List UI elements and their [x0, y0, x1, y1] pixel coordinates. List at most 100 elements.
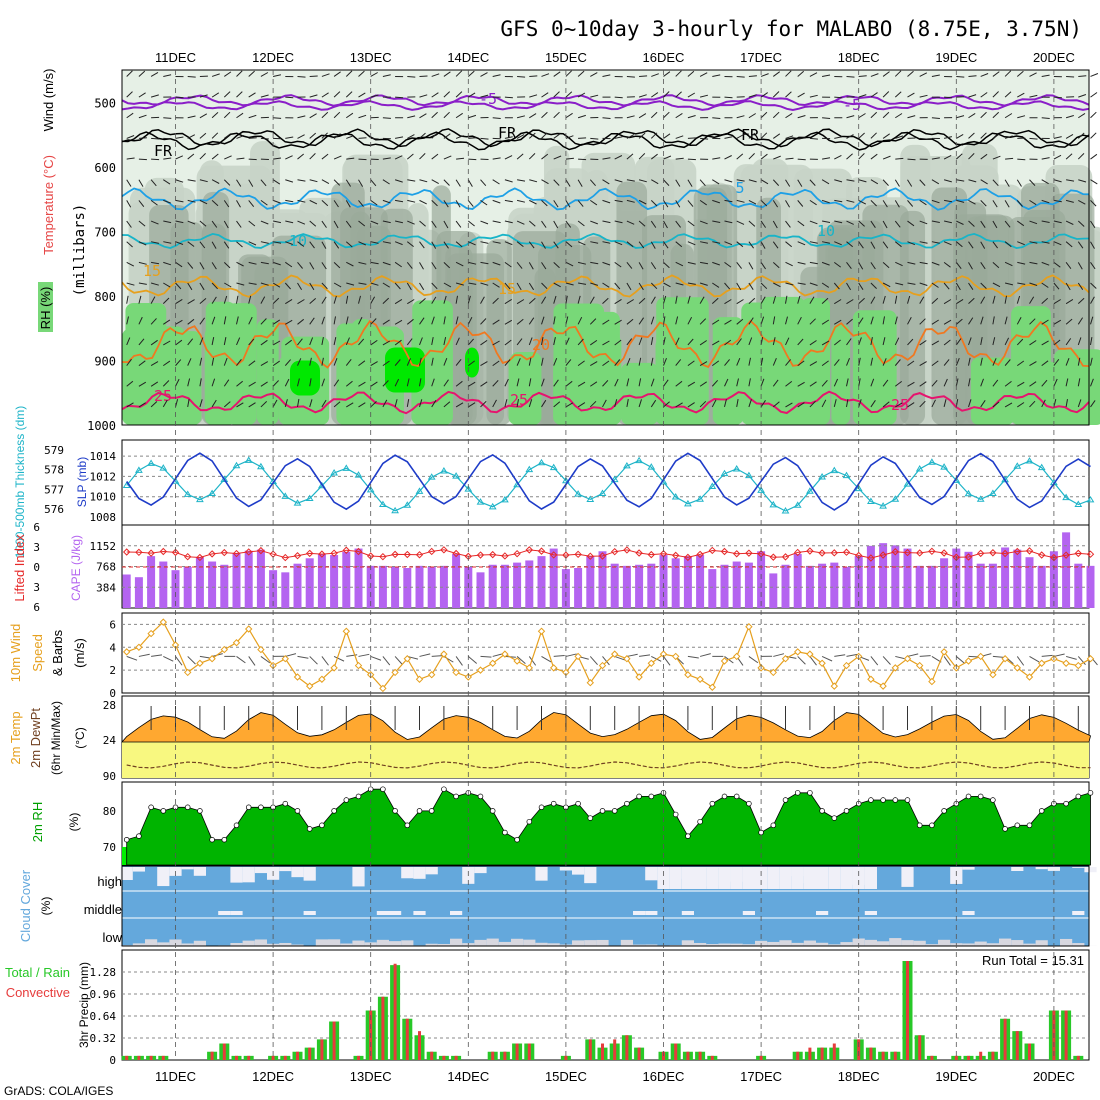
- cloud-high-clear: [852, 867, 865, 889]
- wind-barb: [968, 241, 974, 249]
- rh-marker: [1087, 790, 1094, 796]
- wind-barb: [504, 96, 513, 99]
- wind-barb: [675, 316, 679, 325]
- wind-barb: [760, 400, 766, 408]
- wind-barb: [590, 339, 598, 346]
- thickness-marker: [147, 459, 155, 466]
- wind-barb: [333, 91, 341, 98]
- cloud-high-gap: [584, 867, 597, 884]
- wind-barb: [760, 179, 769, 185]
- wind-barb: [419, 262, 424, 270]
- rh-patch-green: [137, 326, 186, 425]
- lifted-marker: [208, 550, 216, 558]
- wind-barb: [541, 73, 550, 77]
- wind-barb: [968, 179, 977, 183]
- wind-barb: [760, 92, 768, 98]
- rh-marker: [355, 793, 362, 800]
- wind-barb: [443, 401, 451, 408]
- wind-barb: [650, 200, 658, 207]
- wind-barb: [638, 220, 646, 227]
- wind-barb: [638, 94, 647, 98]
- wind-barb: [175, 220, 184, 224]
- wind-barb: [236, 70, 243, 77]
- cape-bar: [1049, 551, 1058, 608]
- thickness-tick: 577: [44, 483, 64, 496]
- rh-marker: [319, 822, 325, 829]
- wind-barb: [528, 399, 533, 408]
- wind-barb: [1017, 381, 1025, 387]
- thickness-marker: [1062, 493, 1070, 501]
- wind-barb: [821, 241, 831, 244]
- cape-bar: [488, 564, 497, 608]
- wind-marker: [1001, 655, 1009, 663]
- wind-barb: [211, 262, 217, 270]
- wind-barb: [577, 381, 586, 387]
- wind-barb: [687, 158, 696, 161]
- wind-marker: [440, 650, 448, 658]
- wind-barb: [1017, 115, 1026, 119]
- wind-barb: [553, 401, 561, 408]
- wind-barb: [163, 74, 172, 77]
- cloud-high-gap: [1047, 867, 1060, 871]
- wind-barb: [772, 220, 778, 229]
- cloud-high-clear: [657, 867, 670, 889]
- wind-barb: [882, 91, 890, 98]
- wind-barb: [248, 338, 255, 346]
- wind-barb: [1065, 298, 1074, 305]
- cloud-mid-gap: [645, 911, 658, 915]
- wind-barb: [785, 200, 791, 208]
- wind-barb: [528, 282, 535, 291]
- wind-barb: [1029, 199, 1037, 206]
- wind-barb: [956, 199, 965, 203]
- wind-barb: [187, 338, 194, 346]
- wind-barb: [321, 92, 329, 98]
- wind-marker: [147, 629, 155, 638]
- wind-barb: [736, 282, 742, 291]
- surface-barb: [809, 656, 817, 666]
- wind-barb: [663, 401, 670, 408]
- wind-barb: [919, 282, 928, 286]
- wind-barb: [809, 318, 816, 325]
- wind-barb: [345, 220, 352, 228]
- wind-barb: [297, 179, 306, 182]
- wind-barb: [455, 241, 463, 248]
- wind-barb: [516, 153, 524, 160]
- wind-barb: [1004, 402, 1013, 408]
- wind-barb: [199, 132, 207, 139]
- contour-label: FR: [154, 142, 173, 160]
- wind-marker: [1013, 664, 1022, 672]
- cape-bar: [732, 561, 741, 608]
- wind-barb: [431, 282, 438, 290]
- wind-barb: [382, 319, 390, 325]
- date-label-bottom: 18DEC: [838, 1069, 880, 1084]
- wind-barb: [992, 316, 995, 325]
- thickness-marker: [793, 501, 802, 508]
- cape-bar: [671, 558, 680, 608]
- wind-barb: [395, 136, 404, 139]
- wind-barb: [590, 220, 598, 225]
- wind-barb: [1065, 262, 1072, 270]
- wind-barb: [175, 282, 182, 290]
- precip-conv-bar: [271, 1055, 275, 1060]
- cape-tick: 384: [96, 581, 116, 594]
- wind-barb: [748, 241, 755, 249]
- wind-barb: [175, 261, 183, 268]
- wind-barb: [468, 137, 477, 139]
- wind-barb: [528, 153, 536, 160]
- wind-barb: [285, 220, 294, 224]
- rh-marker: [929, 822, 935, 829]
- wind-barb: [956, 179, 965, 182]
- wind-barb: [687, 179, 693, 187]
- precip-conv-bar: [332, 1021, 336, 1060]
- wind-marker: [928, 677, 936, 686]
- wind-barb: [187, 153, 195, 160]
- wind-barb: [455, 295, 458, 304]
- wind-marker: [903, 655, 912, 663]
- wind-barb: [492, 340, 500, 346]
- rh-marker: [1026, 822, 1033, 829]
- wind-barb: [455, 179, 461, 187]
- temp-tick: 24: [103, 734, 117, 747]
- wind-barb: [699, 340, 707, 346]
- wind-barb: [346, 261, 354, 267]
